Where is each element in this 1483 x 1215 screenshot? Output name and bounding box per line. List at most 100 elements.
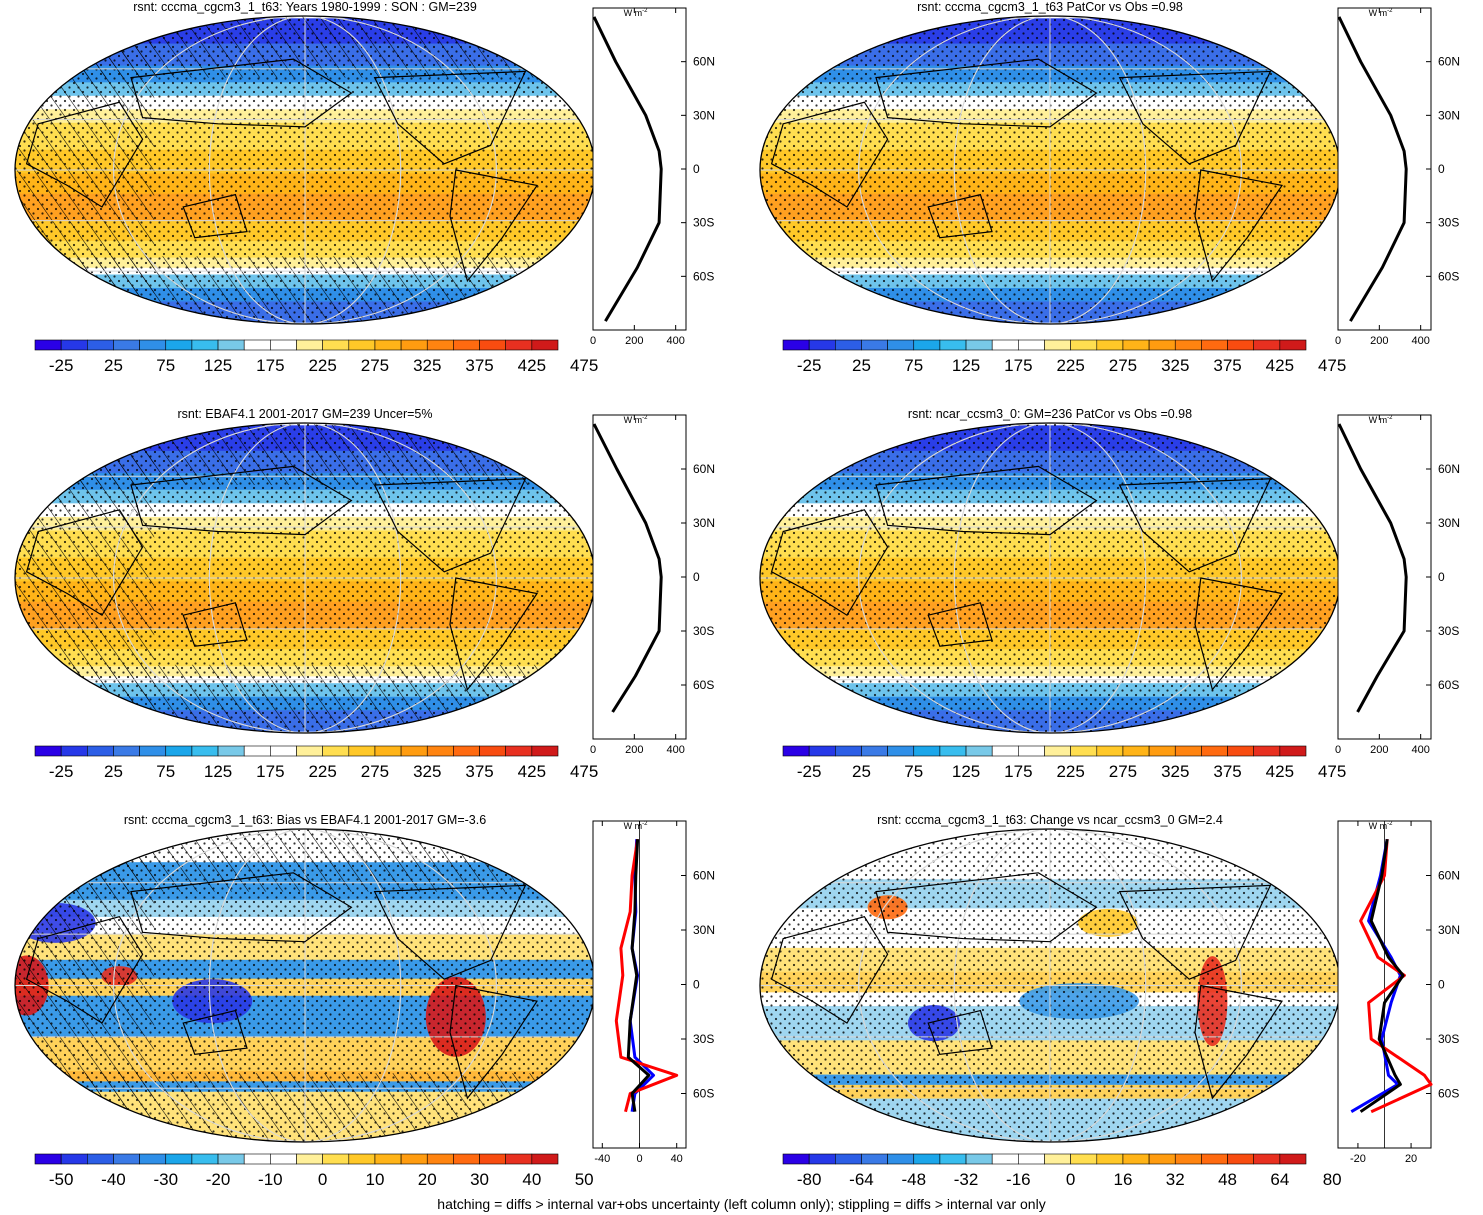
- coastline: [770, 509, 889, 617]
- profile-lat-label: 60N: [1438, 462, 1460, 476]
- profile-x-label: -20: [1350, 1153, 1366, 1165]
- profile-line: [1359, 838, 1405, 1113]
- zonal-profile-b: W m-2 60N 30N 0 30S 60S 0 200 400: [1335, 7, 1460, 347]
- profile-frame: [592, 414, 687, 740]
- colorbar-swatch: [1148, 745, 1176, 757]
- colorbar-swatch: [531, 745, 559, 757]
- colorbar-swatch: [887, 1153, 915, 1165]
- colorbar-tick-label: -80: [797, 1170, 822, 1189]
- coastline: [770, 915, 889, 1024]
- panel-title: rsnt: ncar_ccsm3_0: GM=236 PatCor vs Obs…: [907, 407, 1193, 421]
- colorbar-tick-label: 225: [308, 356, 336, 375]
- colorbar-swatch: [1279, 1153, 1307, 1165]
- profile-frame: [1337, 414, 1432, 740]
- colorbar-tick-label: -20: [206, 1170, 231, 1189]
- colorbar-swatch: [939, 745, 967, 757]
- colorbar-swatch: [374, 1153, 402, 1165]
- colorbar-tick-label: 475: [570, 762, 598, 781]
- colorbar-swatch: [1096, 1153, 1124, 1165]
- profile-line: [1337, 16, 1408, 322]
- colorbar-swatch: [453, 339, 480, 351]
- colorbar-tick-label: 25: [104, 762, 123, 781]
- coastline: [927, 602, 993, 647]
- profile-line: [1337, 423, 1408, 713]
- panel-b: -25 25 75 125 175 225 275 325 375 425 475 W m-2 60N 3…: [759, 7, 1460, 375]
- colorbar-tick-label: 75: [904, 356, 923, 375]
- colorbar-swatch: [217, 339, 245, 351]
- coastline: [1118, 884, 1272, 980]
- colorbar-tick-label: 275: [1109, 762, 1137, 781]
- colorbar-swatch: [374, 745, 402, 757]
- coastline: [1194, 169, 1284, 283]
- colorbar-swatch: [113, 1153, 140, 1165]
- colorbar-swatch: [479, 339, 506, 351]
- coastline: [25, 101, 144, 208]
- colorbar-swatch: [991, 745, 1019, 757]
- profile-x-label: 200: [625, 335, 643, 347]
- colorbar-tick-label: 375: [1213, 762, 1241, 781]
- profile-lat-label: 30N: [693, 108, 715, 122]
- colorbar-swatch: [165, 1153, 193, 1165]
- profile-unit-exponent: -2: [1387, 821, 1393, 827]
- colorbar-swatch: [913, 339, 941, 351]
- colorbar-swatch: [348, 339, 376, 351]
- profile-lat-label: 60S: [1438, 269, 1459, 283]
- profile-lat-label: 30N: [1438, 516, 1460, 530]
- profile-lat-label: 30S: [693, 624, 714, 638]
- colorbar-swatch: [1279, 339, 1307, 351]
- colorbar-swatch: [191, 1153, 219, 1165]
- colorbar-swatch: [1227, 745, 1255, 757]
- coastline: [373, 884, 527, 980]
- colorbar-tick-label: 275: [361, 762, 389, 781]
- colorbar-swatch: [87, 339, 114, 351]
- profile-lat-label: 0: [1438, 162, 1445, 176]
- colorbar-tick-label: 80: [1323, 1170, 1342, 1189]
- coastline: [927, 1009, 993, 1056]
- colorbar-swatch: [531, 339, 559, 351]
- graticule-meridian: [953, 16, 1147, 324]
- profile-lat-label: 30S: [693, 1032, 714, 1046]
- profile-unit-label: W m-2: [624, 821, 648, 831]
- panel-d: -25 25 75 125 175 225 275 325 375 425 475 W m-2 60N 3…: [759, 414, 1460, 781]
- profile-lat-label: 60N: [693, 869, 715, 883]
- colorbar-swatch: [165, 339, 193, 351]
- colorbar-swatch: [1122, 1153, 1150, 1165]
- colorbar-tick-label: 25: [852, 762, 871, 781]
- colorbar-swatch: [348, 1153, 376, 1165]
- profile-line: [1350, 838, 1402, 1113]
- figure-footnote: hatching = diffs > internal var+obs unce…: [437, 1196, 1046, 1212]
- profile-lat-label: 30S: [693, 216, 714, 230]
- panel-title: rsnt: cccma_cgcm3_1_t63: Bias vs EBAF4.1…: [123, 813, 487, 827]
- coastline: [182, 1009, 248, 1056]
- colorbar-tick-label: -25: [797, 762, 822, 781]
- profile-unit-exponent: -2: [642, 821, 648, 827]
- coastline: [182, 193, 248, 239]
- colorbar-swatch: [191, 745, 219, 757]
- colorbar-swatch: [479, 1153, 506, 1165]
- colorbar-swatch: [453, 745, 480, 757]
- panel-c: -25 25 75 125 175 225 275 325 375 425 475 W m-2 60N 3…: [14, 414, 715, 781]
- graticule-meridian: [208, 423, 402, 733]
- colorbar-swatch: [782, 745, 810, 757]
- colorbar-swatch: [505, 339, 533, 351]
- graticule-meridian: [858, 423, 1242, 733]
- colorbar-swatch: [782, 339, 810, 351]
- colorbar-swatch: [1044, 1153, 1071, 1165]
- colorbar-swatch: [505, 1153, 533, 1165]
- colorbar-swatch: [426, 1153, 454, 1165]
- colorbar-tick-label: 30: [470, 1170, 489, 1189]
- profile-line: [614, 838, 679, 1113]
- colorbar-swatch: [861, 1153, 888, 1165]
- panel-title: rsnt: EBAF4.1 2001-2017 GM=239 Uncer=5%: [177, 407, 433, 421]
- colorbar-swatch: [1044, 745, 1071, 757]
- colorbar-swatch: [87, 1153, 114, 1165]
- coastline: [373, 70, 527, 165]
- colorbar-swatch: [991, 339, 1019, 351]
- colorbar-swatch: [505, 745, 533, 757]
- panel-title: rsnt: cccma_cgcm3_1_t63 PatCor vs Obs =0…: [917, 0, 1183, 14]
- colorbar-tick-label: 375: [1213, 356, 1241, 375]
- profile-lat-label: 30N: [693, 516, 715, 530]
- colorbar-swatch: [913, 745, 941, 757]
- profile-lat-label: 60N: [1438, 869, 1460, 883]
- coastline: [182, 602, 248, 647]
